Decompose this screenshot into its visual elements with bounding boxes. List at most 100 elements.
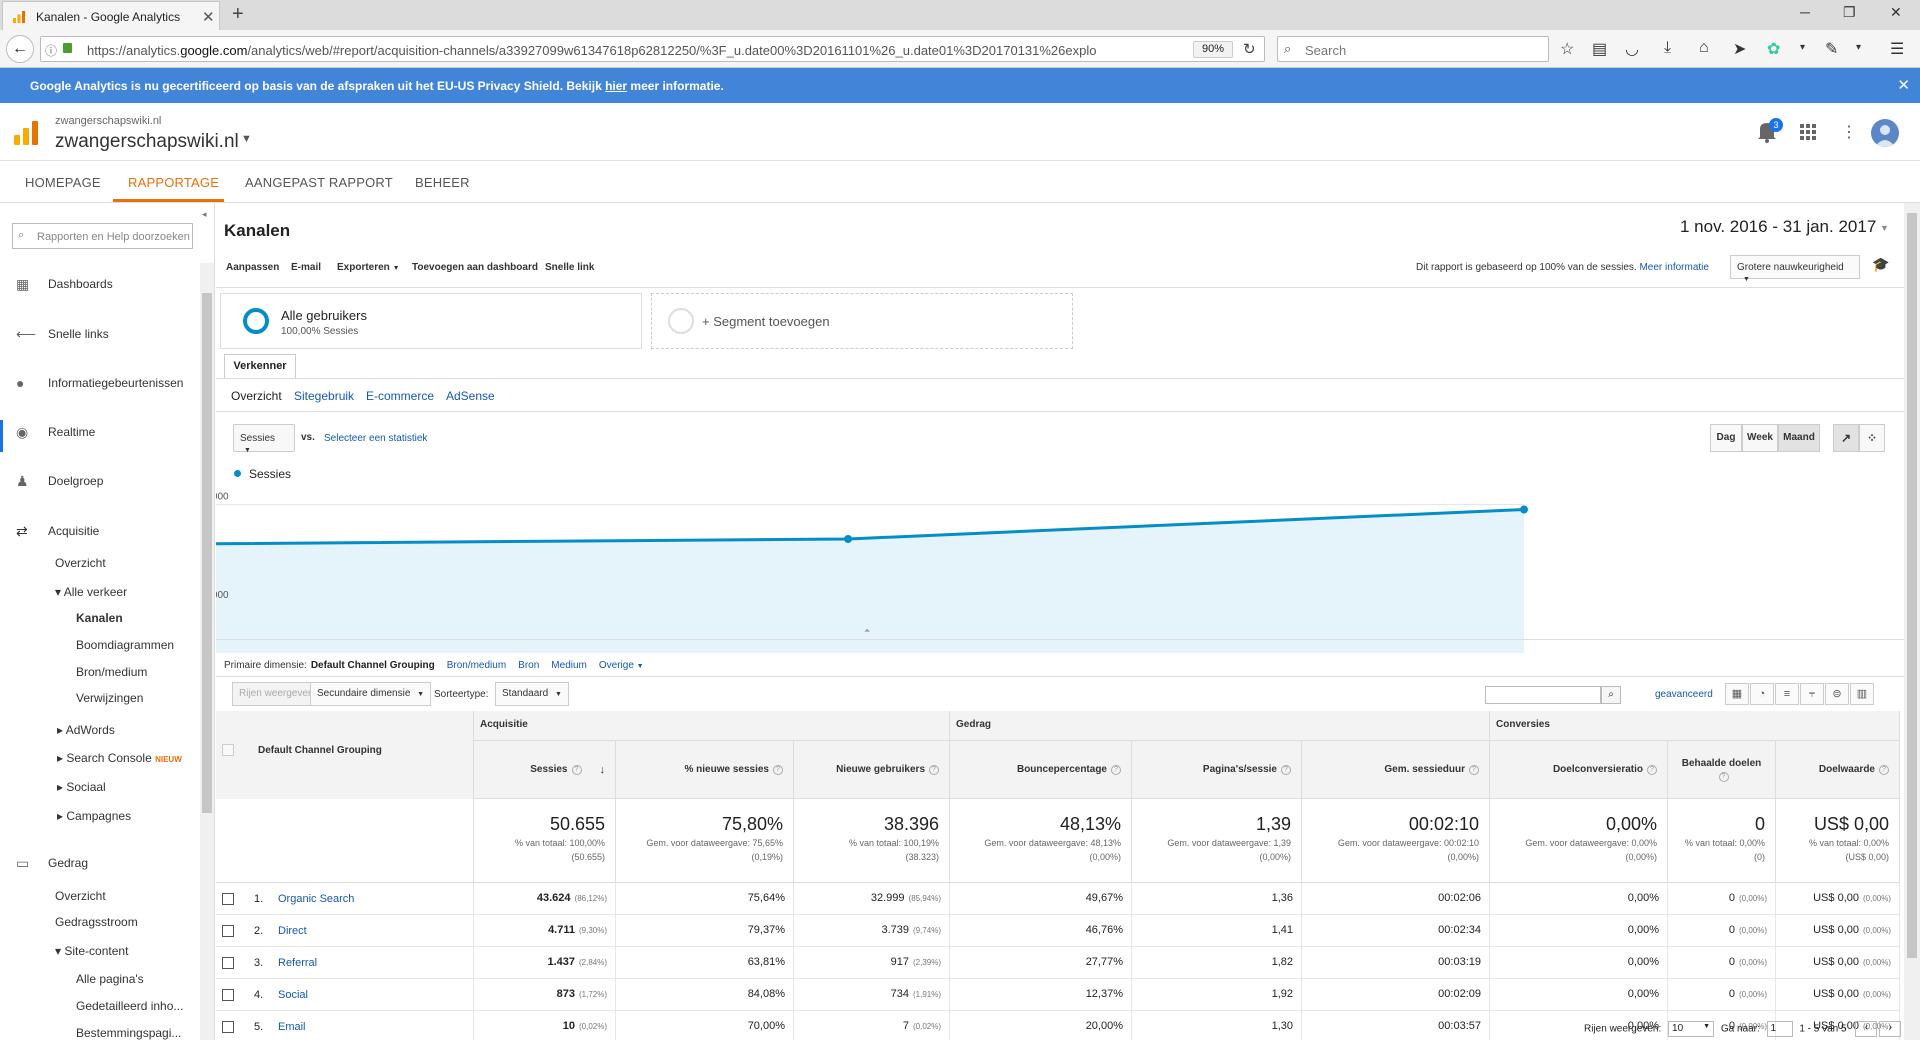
subtab-overzicht[interactable]: Overzicht [231, 389, 282, 403]
bookmark-star-icon[interactable]: ☆ [1560, 41, 1575, 58]
channel-link[interactable]: Referral [278, 957, 318, 969]
row-checkbox[interactable] [222, 957, 234, 969]
channel-link[interactable]: Social [278, 989, 308, 1001]
nav-homepage[interactable]: HOMEPAGE [25, 175, 101, 190]
tool-aanpassen[interactable]: Aanpassen [226, 262, 280, 273]
graduation-cap-icon[interactable]: 🎓 [1872, 256, 1890, 272]
add-segment-button[interactable]: + Segment toevoegen [651, 293, 1073, 349]
back-button[interactable]: ← [6, 35, 34, 63]
col-behaalde-doelen[interactable]: Behaalde doelen? [1668, 741, 1776, 799]
help-icon[interactable]: ? [1879, 764, 1889, 775]
tool-toevoegen-dashboard[interactable]: Toevoegen aan dashboard [412, 262, 538, 273]
sidebar-sociaal[interactable]: ▸ Sociaal [57, 780, 106, 794]
col-sessies[interactable]: Sessies? ↓ [474, 741, 616, 799]
chart-resize-handle-icon[interactable]: ⏶ [864, 626, 871, 635]
channel-link[interactable]: Organic Search [278, 893, 355, 905]
precision-select[interactable]: Grotere nauwkeurigheid ▼ [1730, 255, 1860, 283]
comparison-view-icon[interactable]: ⫧ [1800, 683, 1824, 705]
sidebar-bron-medium[interactable]: Bron/medium [76, 665, 148, 679]
send-icon[interactable]: ➤ [1733, 41, 1747, 58]
pie-view-icon[interactable]: ◔ [1750, 683, 1774, 705]
dimension-bron[interactable]: Bron [518, 660, 540, 671]
granularity-week[interactable]: Week [1742, 424, 1778, 452]
secondary-dimension-select[interactable]: Secundaire dimensie ▼ [310, 682, 432, 706]
extension-2-icon[interactable]: ✎ [1825, 41, 1839, 58]
sidebar-item-gedrag[interactable]: Gedrag [48, 856, 89, 870]
reload-icon[interactable]: ↻ [1243, 41, 1256, 58]
subtab-ecommerce[interactable]: E-commerce [366, 389, 435, 403]
row-checkbox[interactable] [222, 1021, 234, 1033]
meer-informatie-link[interactable]: Meer informatie [1639, 262, 1709, 273]
select-metric-link[interactable]: Selecteer een statistiek [324, 433, 428, 444]
banner-link[interactable]: hier [605, 79, 628, 93]
help-icon[interactable]: ? [1469, 764, 1479, 775]
goto-page-input[interactable]: 1 [1766, 1021, 1793, 1037]
help-icon[interactable]: ? [773, 764, 783, 775]
sidebar-search-input[interactable]: ⌕ Rapporten en Help doorzoeken [12, 223, 193, 249]
sessions-chart[interactable]: 20.00010.000 ...8 nov.15 nov.22 nov.29 n… [216, 473, 1904, 653]
close-tab-icon[interactable]: ✕ [202, 9, 215, 26]
col-nieuwe-sessies[interactable]: % nieuwe sessies? [616, 741, 794, 799]
col-doelconversieratio[interactable]: Doelconversieratio? [1490, 741, 1668, 799]
table-view-icon[interactable]: ▦ [1725, 683, 1749, 705]
select-all-checkbox[interactable] [222, 744, 234, 756]
col-doelwaarde[interactable]: Doelwaarde? [1776, 741, 1900, 799]
help-icon[interactable]: ? [571, 764, 582, 775]
chart-point[interactable] [844, 535, 853, 543]
row-checkbox[interactable] [222, 989, 234, 1001]
sort-desc-icon[interactable]: ↓ [599, 763, 606, 776]
sidebar-adwords[interactable]: ▸ AdWords [57, 723, 115, 737]
extension-icon[interactable]: ✿ [1767, 41, 1781, 58]
subtab-adsense[interactable]: AdSense [446, 389, 495, 403]
sidebar-campagnes[interactable]: ▸ Campagnes [57, 809, 132, 823]
channel-link[interactable]: Email [278, 1021, 306, 1033]
help-icon[interactable]: ? [1281, 764, 1291, 775]
minimize-icon[interactable]: ─ [1800, 4, 1810, 20]
help-icon[interactable]: ? [1718, 771, 1729, 782]
browser-tab[interactable]: Kanalen - Google Analytics ✕ [2, 1, 220, 30]
sidebar-boomdiagrammen[interactable]: Boomdiagrammen [76, 638, 175, 652]
sidebar-scroll-thumb[interactable] [202, 293, 212, 813]
user-avatar[interactable] [1871, 119, 1899, 147]
dropdown-chevron-icon[interactable]: ▾ [1800, 42, 1806, 53]
sort-type-select[interactable]: Standaard ▼ [495, 682, 569, 706]
zoom-level[interactable]: 90% [1193, 41, 1233, 58]
col-bouncepercentage[interactable]: Bouncepercentage? [950, 741, 1132, 799]
sidebar-item-dashboards[interactable]: Dashboards [48, 277, 113, 291]
show-rows-button[interactable]: Rijen weergeven [232, 682, 321, 706]
restore-icon[interactable]: ❐ [1843, 4, 1856, 20]
address-bar[interactable]: ⓘ https://analytics.google.com/analytics… [40, 36, 1265, 62]
sidebar-alle-paginas[interactable]: Alle pagina's [76, 972, 144, 986]
tab-verkenner[interactable]: Verkenner [224, 354, 296, 379]
col-nieuwe-gebruikers[interactable]: Nieuwe gebruikers? [794, 741, 950, 799]
main-scrollbar[interactable] [1904, 203, 1920, 1040]
table-search-icon[interactable]: ⌕ [1601, 686, 1621, 704]
col-paginas-sessie[interactable]: Pagina's/sessie? [1132, 741, 1302, 799]
advanced-filter-link[interactable]: geavanceerd [1655, 689, 1713, 700]
sidebar-gedragsstroom[interactable]: Gedragsstroom [55, 915, 138, 929]
sidebar-scrollbar[interactable] [200, 263, 214, 1040]
term-cloud-view-icon[interactable]: ⊜ [1825, 683, 1849, 705]
tool-exporteren[interactable]: Exporteren ▼ [337, 262, 400, 273]
row-checkbox[interactable] [222, 925, 234, 937]
channel-link[interactable]: Direct [278, 925, 307, 937]
motion-chart-icon[interactable]: ⁘ [1859, 424, 1885, 452]
dimension-header[interactable]: Default Channel Grouping [258, 745, 382, 756]
date-caret-icon[interactable]: ▼ [1880, 223, 1889, 233]
next-page-icon[interactable]: › [1879, 1021, 1902, 1037]
close-banner-icon[interactable]: ✕ [1897, 77, 1910, 94]
browser-search-input[interactable]: ⌕ Search [1277, 36, 1549, 62]
chart-point[interactable] [1520, 505, 1528, 514]
help-icon[interactable]: ? [1111, 764, 1121, 775]
sidebar-verwijzingen[interactable]: Verwijzingen [76, 691, 144, 705]
main-scroll-thumb[interactable] [1907, 213, 1917, 958]
subtab-sitegebruik[interactable]: Sitegebruik [294, 389, 355, 403]
metric-select[interactable]: Sessies ▼ [233, 424, 295, 454]
prev-page-icon[interactable]: ‹ [1855, 1021, 1878, 1037]
overflow-chevron-icon[interactable]: ▾ [1856, 42, 1862, 53]
table-search-input[interactable] [1485, 686, 1601, 704]
sidebar-kanalen[interactable]: Kanalen [76, 611, 123, 625]
property-caret-icon[interactable]: ▼ [241, 133, 252, 145]
dimension-bron-medium[interactable]: Bron/medium [446, 660, 507, 671]
close-window-icon[interactable]: ✕ [1890, 4, 1902, 20]
